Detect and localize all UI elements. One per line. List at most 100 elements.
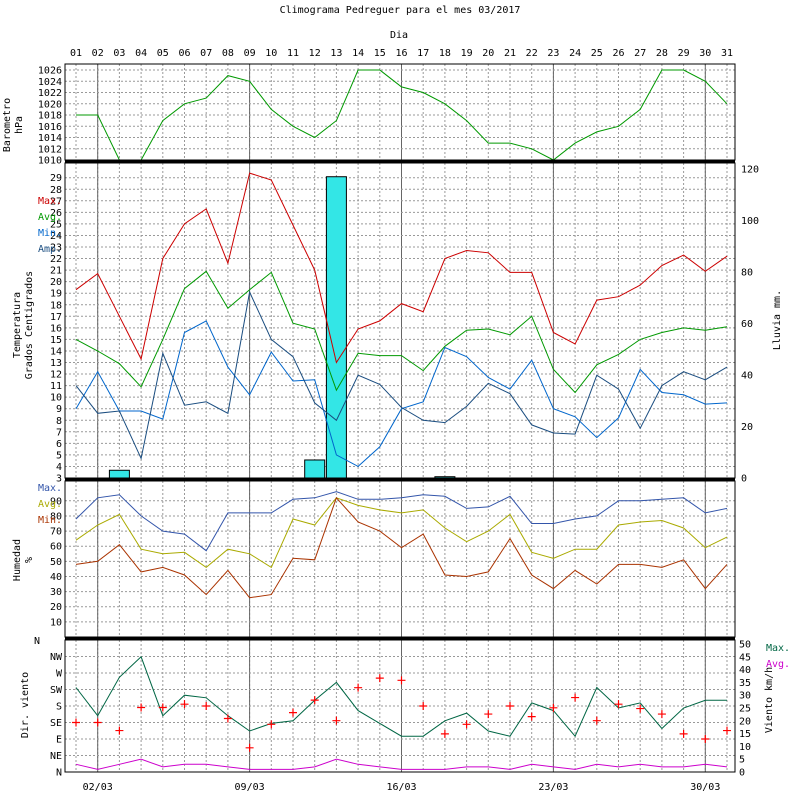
- temperatura-tick: 17: [50, 312, 62, 323]
- viento-dir-tick: SE: [50, 718, 62, 729]
- temp-max-line: [75, 172, 728, 364]
- day-label: 14: [352, 48, 364, 59]
- lluvia-ylabel: Lluvia mm.: [772, 290, 783, 350]
- wind-dir-mark: [679, 729, 688, 738]
- temperatura-tick: 4: [56, 462, 62, 473]
- viento-speed-tick: 45: [739, 652, 751, 663]
- wind-dir-mark: [397, 676, 406, 685]
- temperatura-tick: 20: [50, 277, 62, 288]
- day-label: 16: [395, 48, 407, 59]
- wind-dir-mark: [202, 702, 211, 710]
- humedad-tick: 90: [50, 496, 62, 507]
- viento-speed-tick: 20: [739, 716, 751, 727]
- day-label: 11: [287, 48, 299, 59]
- temp-min-line: [75, 320, 728, 468]
- legend-hum-max: Max.: [38, 483, 62, 494]
- viento-dir-tick: NE: [50, 751, 62, 762]
- day-label: 19: [461, 48, 473, 59]
- viento-frame: [64, 639, 736, 773]
- temperatura-tick: 6: [56, 439, 62, 450]
- wind-dir-mark: [723, 726, 731, 735]
- wind-dir-mark: [72, 718, 80, 727]
- hum-avg-line: [75, 497, 728, 569]
- temperatura-tick: 3: [56, 474, 62, 485]
- temperatura-tick: 12: [50, 370, 62, 381]
- viento-dir-tick: NW: [50, 652, 63, 663]
- wind-dir-mark: [571, 693, 580, 702]
- wind-dir-mark: [180, 700, 189, 709]
- wind-dir-mark: [614, 700, 623, 709]
- barometro-tick: 1022: [38, 88, 62, 99]
- humedad-tick: 40: [50, 572, 62, 583]
- day-label: 10: [265, 48, 277, 59]
- rain-bar: [325, 176, 347, 479]
- viento-dir-tick: E: [56, 735, 62, 746]
- day-label: 17: [417, 48, 429, 59]
- temperatura-tick: 23: [50, 243, 62, 254]
- day-label: 04: [135, 48, 147, 59]
- day-label: 21: [504, 48, 516, 59]
- day-label: 06: [178, 48, 190, 59]
- legend-temp-amp: Amp.: [38, 244, 62, 255]
- barometro-frame: [64, 63, 736, 161]
- temp-avg-line: [75, 270, 728, 394]
- rain-bar: [304, 459, 326, 479]
- viento-speed-tick: 10: [739, 742, 751, 753]
- wind-dir-mark: [289, 708, 297, 717]
- barometro-tick: 1016: [38, 122, 62, 133]
- wind-dir-mark: [657, 710, 666, 719]
- rain-bar: [108, 469, 130, 479]
- day-label: 30: [699, 48, 711, 59]
- legend-wind-avg: Avg.: [766, 659, 790, 670]
- lluvia-tick: 120: [741, 165, 759, 176]
- humedad-unit: %: [24, 557, 35, 563]
- temperatura-unit: Grados Centigrados: [24, 271, 35, 379]
- humedad-tick: 80: [50, 511, 62, 522]
- day-label: 08: [222, 48, 234, 59]
- date-labels: 02/03 09/03 16/03 23/03 30/03: [83, 782, 721, 793]
- temperatura-tick: 22: [50, 254, 62, 265]
- barometro-tick: 1026: [38, 66, 62, 77]
- wind-dir-mark: [484, 710, 493, 719]
- temperatura-tick: 11: [50, 381, 62, 392]
- day-label: 31: [721, 48, 733, 59]
- day-label: 24: [569, 48, 581, 59]
- viento-dir-tick: S: [56, 702, 62, 713]
- day-label: 05: [157, 48, 169, 59]
- day-label: 18: [439, 48, 451, 59]
- wind-dir-mark: [115, 726, 124, 735]
- barometro-unit: hPa: [14, 116, 25, 134]
- wind-dir-mark: [375, 674, 384, 683]
- viento-speed-tick: 40: [739, 665, 751, 676]
- day-label: 25: [591, 48, 603, 59]
- lluvia-tick: 60: [741, 319, 753, 330]
- viento-top-tick: N: [34, 636, 40, 647]
- date-label: 23/03: [538, 782, 568, 793]
- wind-dir-mark: [419, 702, 428, 710]
- wind-dir-mark: [332, 716, 341, 725]
- humedad-tick: 30: [50, 587, 62, 598]
- days-label: Dia: [390, 30, 408, 41]
- panel-temperatura: 3456789101112131415161718192021222324252…: [50, 162, 759, 485]
- temperatura-tick: 15: [50, 335, 62, 346]
- humedad-tick: 10: [50, 617, 62, 628]
- viento-speed-tick: 35: [739, 678, 751, 689]
- legend-wind-max: Max.: [766, 643, 790, 654]
- temperatura-tick: 27: [50, 196, 62, 207]
- humedad-tick: 60: [50, 542, 62, 553]
- date-label: 16/03: [386, 782, 416, 793]
- legend-hum-min: Min.: [38, 515, 62, 526]
- barometro-tick: 1014: [38, 133, 62, 144]
- wind-dir-mark: [267, 720, 276, 729]
- viento-ylabel: Dir. viento: [20, 672, 31, 738]
- humedad-tick: 70: [50, 527, 62, 538]
- pressure-line: [76, 69, 728, 161]
- barometro-tick: 1012: [38, 144, 62, 155]
- day-label: 27: [634, 48, 646, 59]
- lluvia-tick: 0: [741, 474, 747, 485]
- temperatura-tick: 9: [56, 404, 62, 415]
- wind-dir-mark: [506, 702, 514, 710]
- temperatura-tick: 21: [50, 266, 62, 277]
- temperatura-tick: 26: [50, 208, 62, 219]
